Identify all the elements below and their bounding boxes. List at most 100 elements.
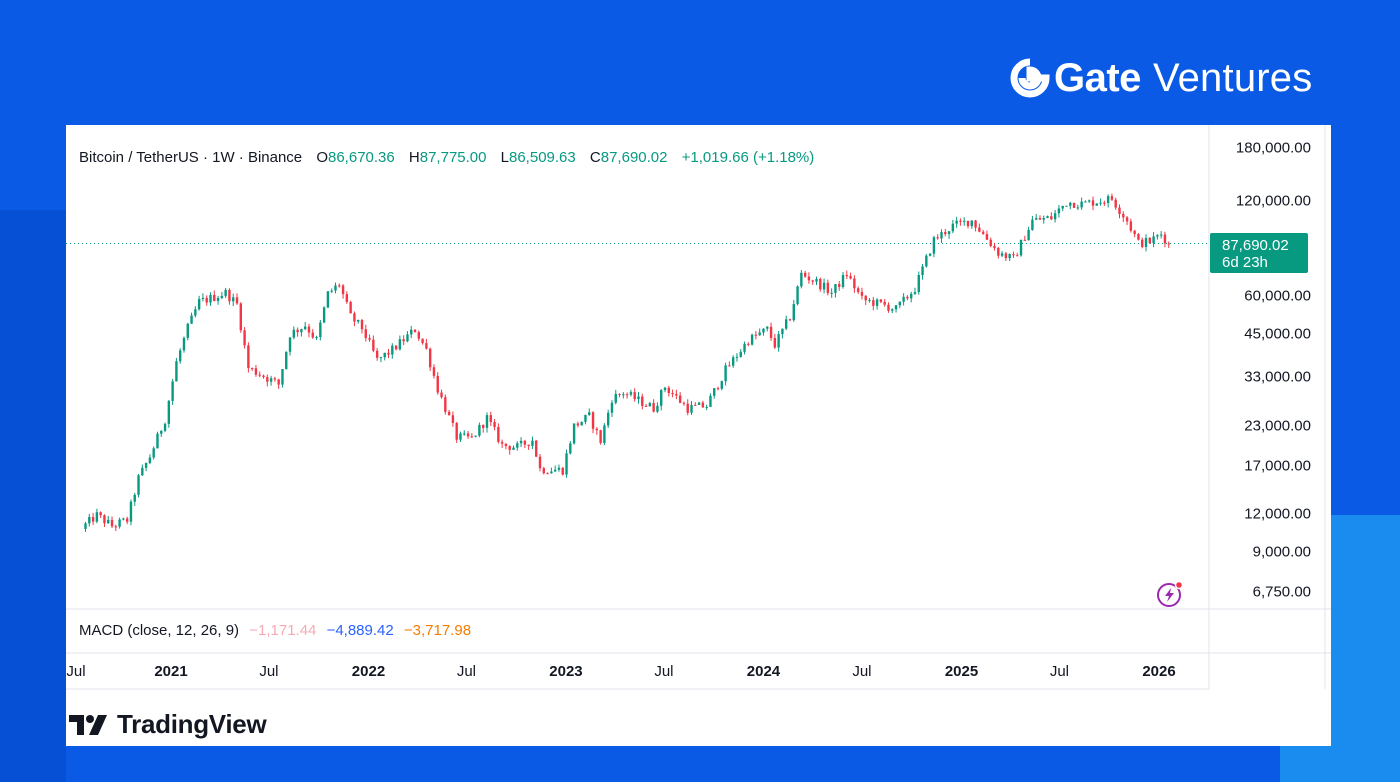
close-value: 87,690.02 [600,149,668,166]
candle-body [402,339,405,342]
candle-body [966,220,970,227]
candle-body [1099,202,1102,204]
candle-body [489,415,492,423]
candle-body [538,456,542,469]
candle-body [637,396,640,400]
candle-body [781,328,784,335]
candle-body [648,403,652,407]
candle-body [758,332,761,336]
candle-body [330,290,333,292]
candle-body [95,512,99,522]
candle-body [360,319,364,330]
candle-body [205,297,208,303]
candle-body [163,423,167,431]
candle-body [610,402,614,413]
candle-body [91,517,95,522]
candle-body [625,394,629,396]
tradingview-wordmark: TradingView [117,709,267,739]
candle-body [125,518,129,522]
y-axis[interactable]: 180,000.00 120,000.00 60,000.00 45,000.00 33… [1209,125,1331,665]
candle-body [822,282,826,290]
candle-body [114,526,118,528]
x-axis[interactable]: Jul 2021 Jul 2022 Jul 2023 Jul 2024 Jul 2025 Jul 20… [66,653,1209,689]
chart-svg[interactable] [66,125,1331,746]
candle-body [527,444,530,446]
candle-body [228,289,231,302]
x-tick-label: 2021 [154,663,188,680]
candle-body [656,405,659,412]
candle-body [141,467,144,476]
candle-body [485,415,489,428]
y-tick-label: 60,000.00 [1244,287,1311,305]
candle-body [834,284,837,293]
candle-body [262,375,265,378]
candle-body [243,330,246,346]
candle-body [731,357,735,366]
symbol-label[interactable]: Bitcoin / TetherUS · 1W · Binance [79,149,303,166]
candle-body [436,375,439,393]
candle-body [99,512,102,516]
candle-body [178,350,182,362]
candle-body [909,293,913,299]
candle-body [1031,219,1034,230]
candle-body [481,424,485,428]
candle-body [557,467,561,470]
chart-header: Bitcoin / TetherUS · 1W · Binance O86,67… [79,149,814,166]
candle-body [247,345,250,369]
candle-body [701,402,705,408]
candle-body [319,322,322,338]
background-shape-left [0,210,66,782]
candle-body [413,329,417,333]
candle-body [561,467,564,475]
candle-body [1118,207,1121,214]
candle-body [686,403,689,413]
high-value: 87,775.00 [419,149,487,166]
candle-body [584,414,587,422]
candle-body [118,519,121,527]
candle-body [856,288,860,292]
candle-body [819,278,822,290]
candle-body [997,247,1000,256]
candle-body [531,440,534,446]
candle-body [504,443,508,447]
candle-body [379,357,383,359]
candle-body [421,338,424,344]
candle-body [777,334,780,348]
candle-body [671,393,674,395]
candle-body [845,275,849,277]
candle-body [186,323,189,338]
candle-body [235,297,239,304]
candle-body [512,447,515,450]
candle-body [1050,216,1053,220]
candle-body [872,300,875,306]
candle-body [682,402,686,404]
candle-body [553,469,557,472]
candle-body [250,368,254,370]
candle-body [697,402,701,405]
candle-body [690,404,693,413]
tradingview-logo: TradingView [69,709,267,740]
candle-body [1148,237,1152,244]
candle-body [985,233,989,240]
candle-body [1103,202,1106,204]
candle-body [633,392,636,400]
candle-body [425,343,428,349]
candle-body [800,272,803,287]
candle-body [451,415,455,423]
x-tick-label: 2026 [1142,663,1176,680]
candle-body [353,313,356,322]
candle-body [1133,230,1136,235]
candle-body [864,295,867,301]
candle-body [1000,253,1004,256]
candle-body [678,395,682,403]
macd-legend[interactable]: MACD (close, 12, 26, 9) −1,171.44 −4,889… [79,622,471,639]
candle-body [394,345,398,350]
candle-body [629,392,633,395]
candle-body [720,381,724,389]
brand-name-light: Ventures [1152,55,1313,100]
candle-body [747,343,750,345]
lightning-alert-icon[interactable] [1155,579,1185,609]
macd-label: MACD (close, 12, 26, 9) [79,622,240,639]
candle-body [535,440,538,457]
y-tick-label: 120,000.00 [1235,192,1311,210]
